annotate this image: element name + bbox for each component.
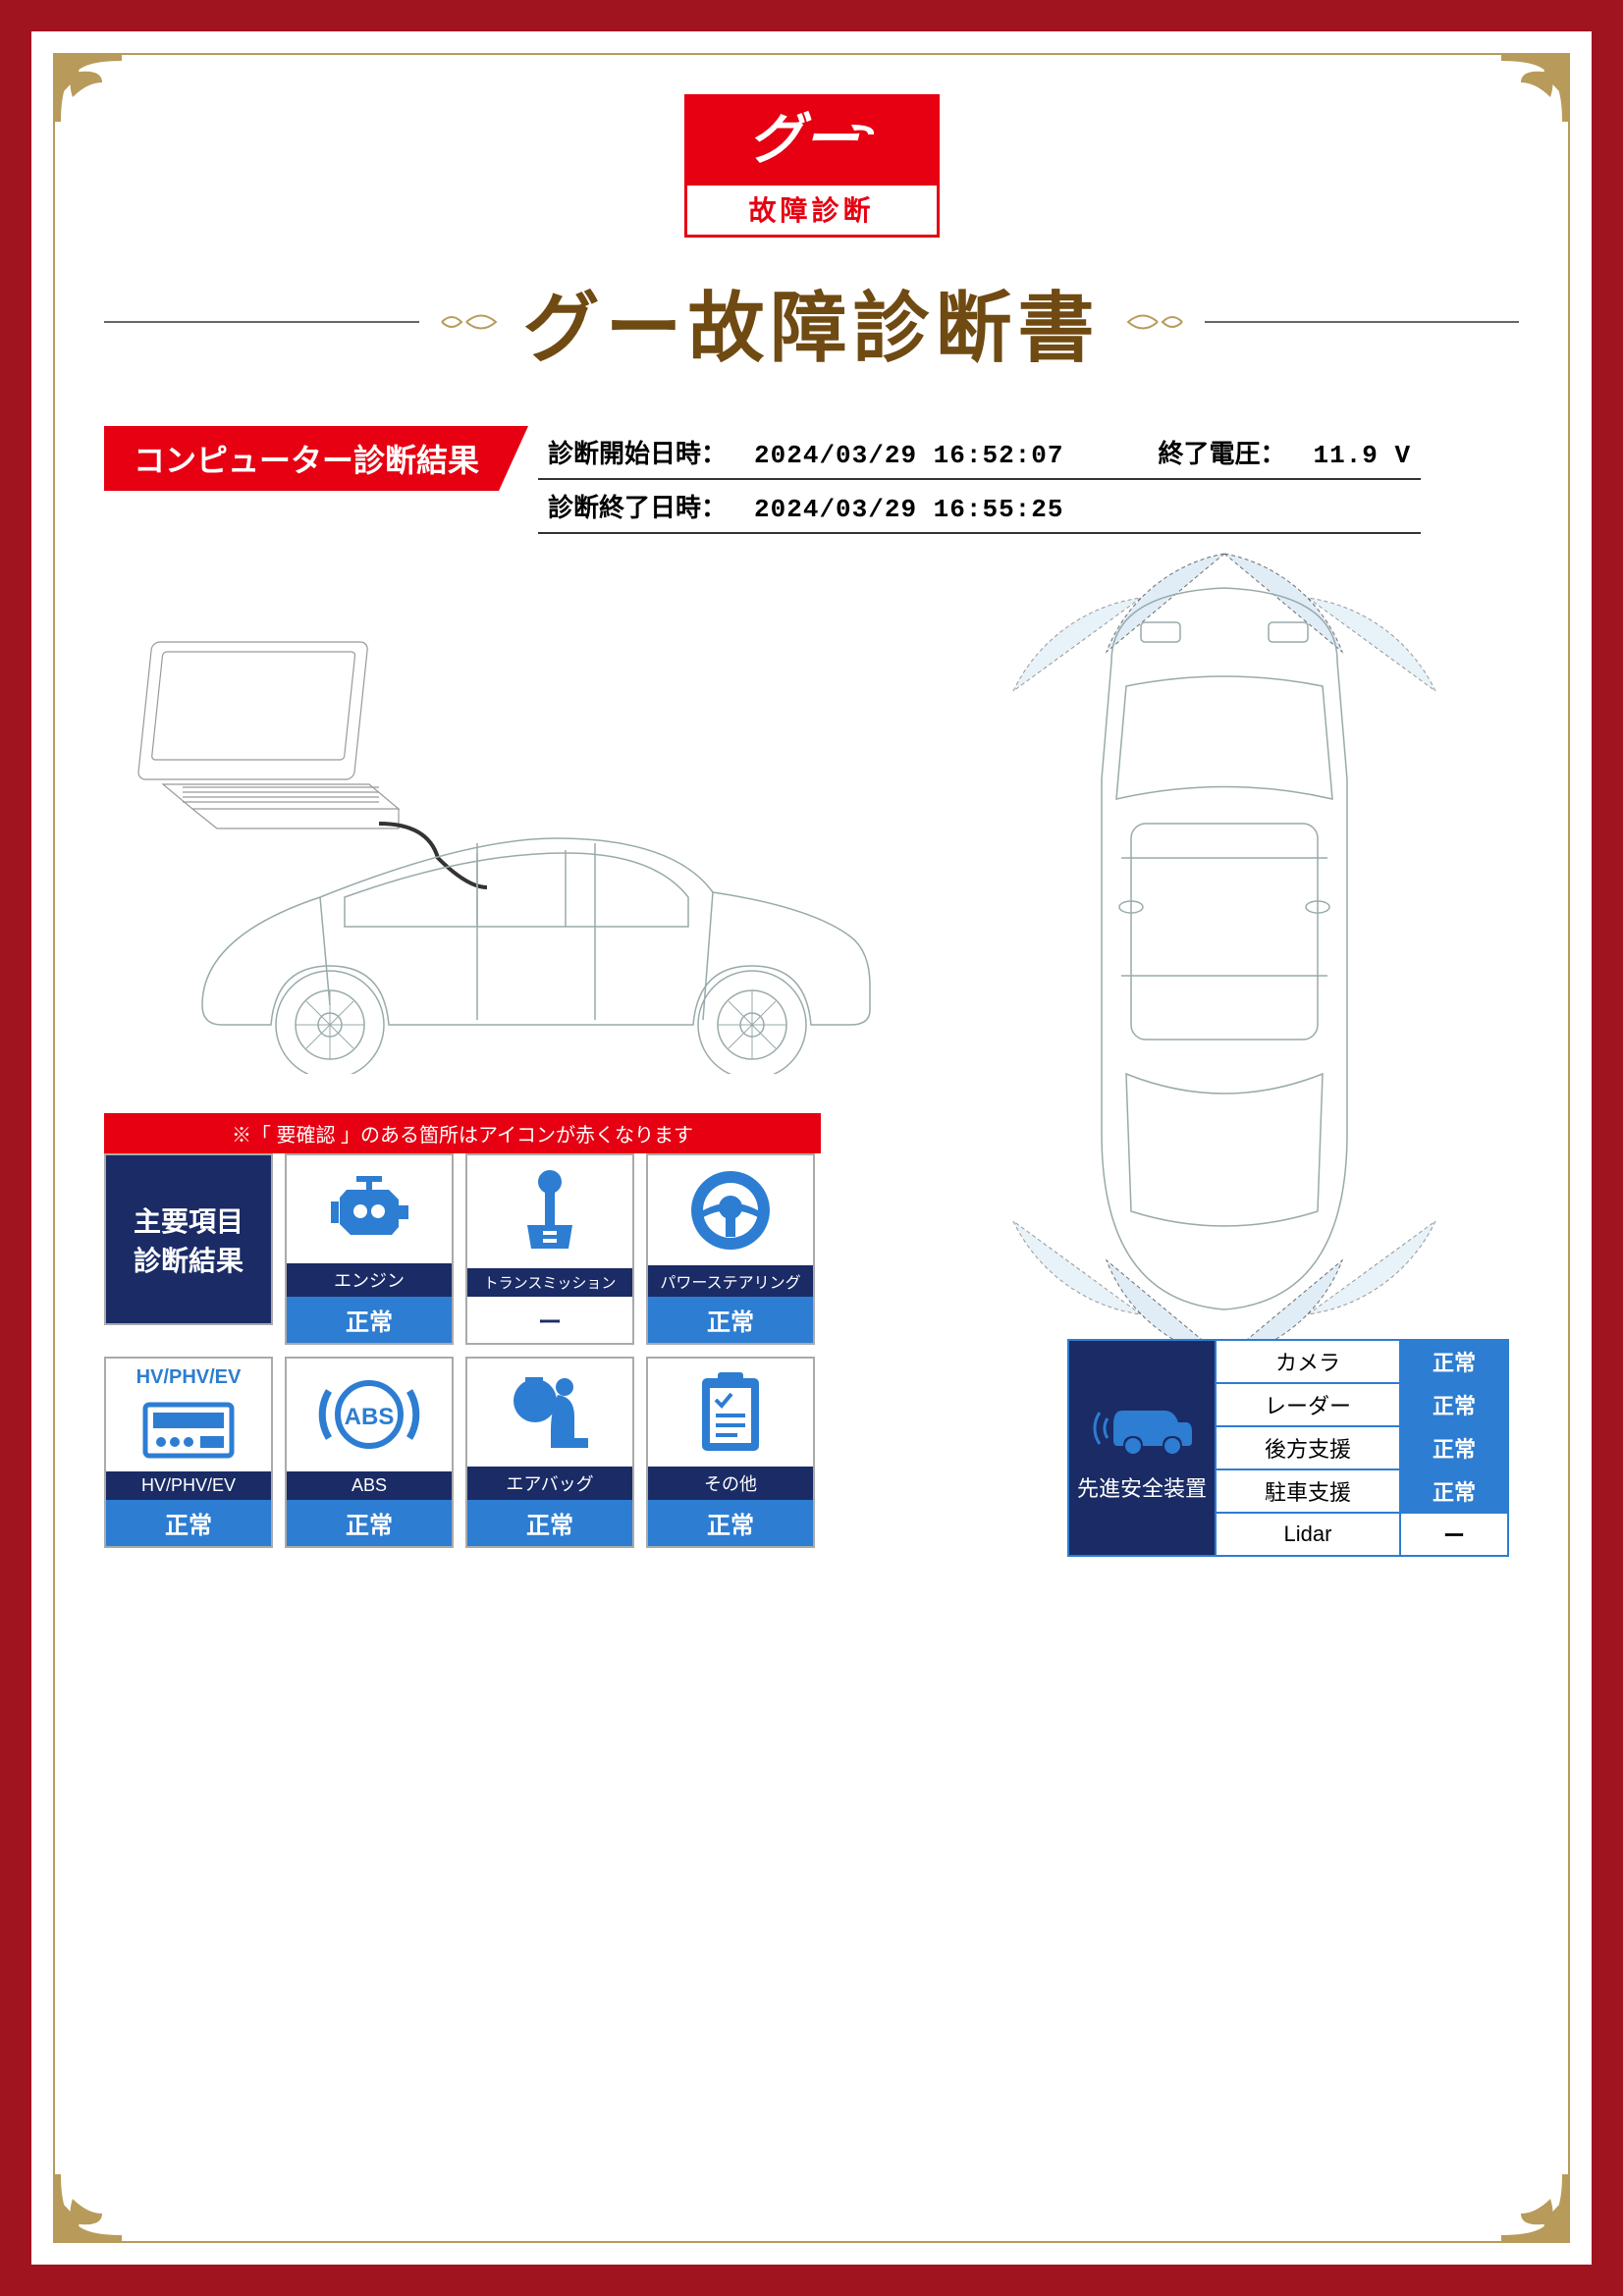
car-top-diagram — [969, 524, 1480, 1408]
abs-status: 正常 — [287, 1500, 452, 1546]
content-area: グー 故障診断 グー故障診断書 コンピューター診断結果 診断開始日時： 2024… — [55, 55, 1568, 2241]
safety-row-value-2: 正常 — [1400, 1426, 1508, 1469]
car-sensor-icon — [1088, 1393, 1196, 1462]
abs-label: ABS — [287, 1471, 452, 1500]
start-time-value: 2024/03/29 16:52:07 — [754, 441, 1063, 470]
hv-title: HV/PHV/EV — [106, 1359, 271, 1389]
logo-subtitle: 故障診断 — [687, 186, 937, 235]
other-cell: その他 正常 — [646, 1357, 815, 1548]
title-rule-right — [1205, 321, 1520, 323]
safety-row-label-0: カメラ — [1216, 1340, 1400, 1383]
safety-row-value-0: 正常 — [1400, 1340, 1508, 1383]
start-time-label: 診断開始日時： — [548, 434, 727, 470]
safety-row-label-1: レーダー — [1216, 1383, 1400, 1426]
hv-label: HV/PHV/EV — [106, 1471, 271, 1500]
airbag-cell: エアバッグ 正常 — [465, 1357, 634, 1548]
safety-header-cell: 先進安全装置 — [1068, 1340, 1216, 1556]
voltage-label: 終了電圧： — [1158, 434, 1285, 470]
svg-text:グー: グー — [748, 108, 860, 170]
diagnosis-grid: 主要項目 診断結果 エンジン 正常 トランスミッション ー パワーステ — [104, 1153, 821, 1548]
page-title: グー故障診断書 — [523, 267, 1101, 377]
hv-cell: HV/PHV/EV HV/PHV/EV 正常 — [104, 1357, 273, 1548]
transmission-cell: トランスミッション ー — [465, 1153, 634, 1345]
airbag-status: 正常 — [467, 1500, 632, 1546]
abs-icon: ABS — [287, 1359, 452, 1471]
power-steering-cell: パワーステアリング 正常 — [646, 1153, 815, 1345]
safety-row-value-4: ー — [1400, 1513, 1508, 1556]
abs-cell: ABS ABS 正常 — [285, 1357, 454, 1548]
engine-icon — [287, 1155, 452, 1263]
voltage-value: 11.9 V — [1314, 441, 1412, 470]
safety-header-label: 先進安全装置 — [1077, 1471, 1207, 1503]
safety-row-value-1: 正常 — [1400, 1383, 1508, 1426]
hv-icon — [106, 1389, 271, 1471]
transmission-icon — [467, 1155, 632, 1268]
section-banner: コンピューター診断結果 — [104, 426, 528, 491]
clipboard-icon — [648, 1359, 813, 1467]
logo-container: グー 故障診断 — [104, 94, 1519, 238]
steering-icon — [648, 1155, 813, 1265]
engine-cell: エンジン 正常 — [285, 1153, 454, 1345]
end-time-value: 2024/03/29 16:55:25 — [754, 495, 1063, 524]
diagram-section: ※「 要確認 」のある箇所はアイコンが赤くなります 主要項目 診断結果 エンジン… — [104, 563, 1519, 1548]
safety-row-value-3: 正常 — [1400, 1469, 1508, 1513]
safety-row-label-2: 後方支援 — [1216, 1426, 1400, 1469]
airbag-label: エアバッグ — [467, 1467, 632, 1500]
power-steering-label: パワーステアリング — [648, 1265, 813, 1297]
other-label: その他 — [648, 1467, 813, 1500]
hv-status: 正常 — [106, 1500, 271, 1546]
end-time-label: 診断終了日時： — [548, 488, 727, 524]
brand-logo: グー 故障診断 — [684, 94, 940, 238]
notice-bar: ※「 要確認 」のある箇所はアイコンが赤くなります — [104, 1113, 821, 1153]
other-status: 正常 — [648, 1500, 813, 1546]
flourish-left — [437, 307, 506, 337]
flourish-right — [1118, 307, 1187, 337]
diagnosis-meta: 診断開始日時： 2024/03/29 16:52:07 終了電圧： 11.9 V… — [538, 426, 1421, 534]
engine-label: エンジン — [287, 1263, 452, 1297]
safety-row-label-4: Lidar — [1216, 1513, 1400, 1556]
airbag-icon — [467, 1359, 632, 1467]
engine-status: 正常 — [287, 1297, 452, 1343]
power-steering-status: 正常 — [648, 1297, 813, 1343]
transmission-status: ー — [467, 1297, 632, 1343]
main-header-cell: 主要項目 診断結果 — [104, 1153, 273, 1325]
svg-text:ABS: ABS — [345, 1404, 395, 1430]
title-rule-left — [104, 321, 419, 323]
car-side-diagram — [124, 632, 890, 1074]
title-row: グー故障診断書 — [104, 267, 1519, 377]
transmission-label: トランスミッション — [467, 1268, 632, 1297]
logo-mark: グー — [687, 97, 937, 186]
safety-table: 先進安全装置 カメラ 正常 レーダー 正常 後方支援 正常 駐車支援 正常 Li… — [1067, 1339, 1509, 1557]
safety-row-label-3: 駐車支援 — [1216, 1469, 1400, 1513]
